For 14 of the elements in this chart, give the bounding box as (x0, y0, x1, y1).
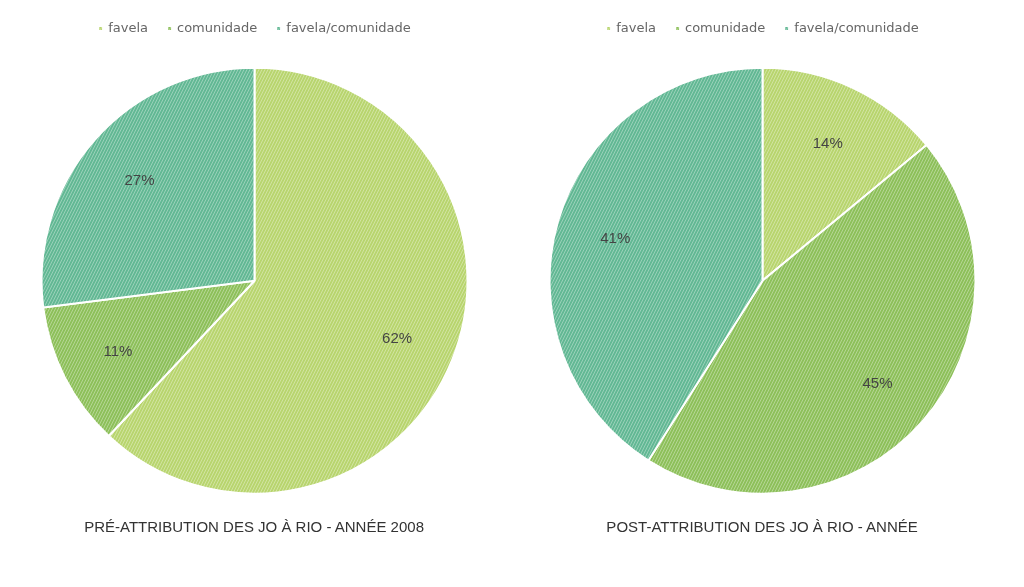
legend-label: favela (616, 20, 656, 35)
text: PRÉ-ATTRIBUTION DES JO À RIO - ANNÉE 2008 (84, 517, 424, 535)
legend-label: favela/comunidade (794, 20, 919, 35)
data-label: 14% (812, 133, 843, 151)
data-label: 11% (103, 341, 133, 359)
legend-label: favela (108, 20, 148, 35)
data-label: 41% (600, 229, 631, 247)
data-label: 27% (124, 170, 155, 188)
data-label: 62% (382, 328, 413, 346)
data-label: 45% (862, 373, 893, 391)
legend-label: comunidade (684, 20, 766, 35)
legend-label: comunidade (176, 20, 258, 35)
text: POST-ATTRIBUTION DES JO À RIO - ANNÉE (606, 517, 918, 535)
legend-label: favela/comunidade (286, 20, 411, 35)
